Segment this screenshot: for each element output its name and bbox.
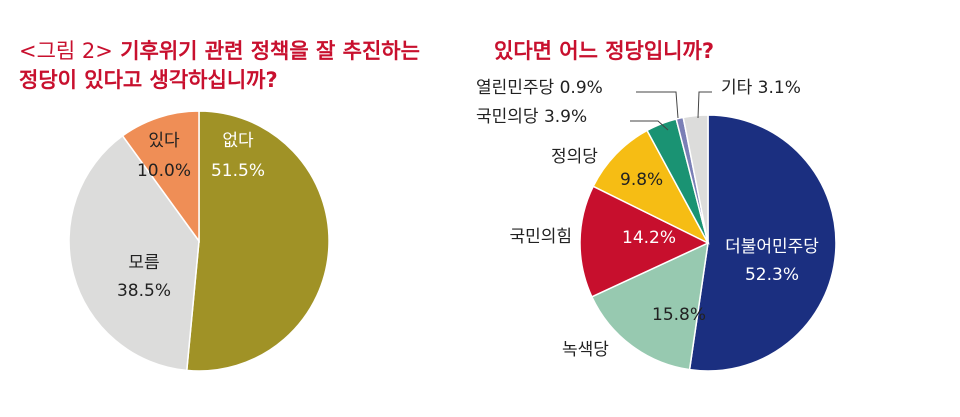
slice-label-국민의당: 국민의당 3.9% — [476, 107, 587, 127]
leader-line — [636, 91, 679, 119]
left-chart-title: <그림 2> 기후위기 관련 정책을 잘 추진하는 정당이 있다고 생각하십니까… — [19, 37, 449, 95]
slice-label-모름: 모름 — [128, 253, 159, 273]
slice-label-더불어민주당: 더불어민주당 — [725, 237, 819, 257]
slice-value-정의당: 9.8% — [620, 170, 663, 190]
left-chart-title-text: 기후위기 관련 정책을 잘 추진하는 정당이 있다고 생각하십니까? — [19, 39, 420, 92]
figure-number: <그림 2> — [19, 39, 113, 63]
pie-slice-있다 — [121, 110, 200, 244]
slice-label-녹색당: 녹색당 — [562, 340, 609, 360]
pie-slice-모름 — [68, 134, 200, 372]
slice-value-녹색당: 15.8% — [652, 305, 706, 325]
slice-value-없다: 51.5% — [211, 161, 265, 181]
leader-line — [630, 120, 669, 131]
slice-value-더불어민주당: 52.3% — [745, 265, 799, 285]
right-chart-title: 있다면 어느 정당입니까? — [494, 39, 715, 63]
slice-label-기타: 기타 3.1% — [721, 78, 801, 98]
leader-line — [697, 91, 712, 119]
slice-value-모름: 38.5% — [117, 281, 171, 301]
slice-label-국민의힘: 국민의힘 — [509, 227, 572, 247]
left-pie-chart — [68, 110, 330, 372]
pie-slice-기타 — [682, 114, 709, 244]
pie-slice-정의당 — [592, 129, 710, 245]
pie-slice-녹색당 — [590, 241, 709, 371]
pie-slice-더불어민주당 — [688, 114, 837, 372]
slice-label-있다: 있다 — [148, 131, 180, 151]
slice-label-정의당: 정의당 — [551, 147, 598, 167]
pie-labels: 없다 51.5% 모름 38.5% 있다 10.0% 더불어민주당 52.3% 녹색당 15.8%… — [117, 78, 819, 360]
slice-value-국민의힘: 14.2% — [622, 228, 676, 248]
right-pie-chart — [579, 114, 837, 372]
pie-slice-국민의힘 — [579, 185, 710, 298]
slice-label-없다: 없다 — [222, 131, 254, 151]
slice-value-있다: 10.0% — [137, 161, 191, 181]
pie-slice-없다 — [185, 110, 330, 372]
slice-label-열린민주당: 열린민주당 0.9% — [476, 78, 603, 98]
